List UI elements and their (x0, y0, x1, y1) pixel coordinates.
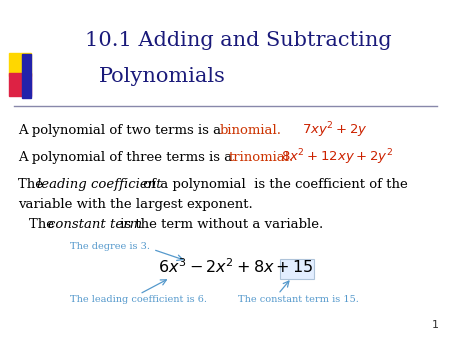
Text: $8x^2 + 12xy + 2y^2$: $8x^2 + 12xy + 2y^2$ (281, 147, 393, 167)
Text: The: The (29, 218, 58, 231)
Text: The constant term is 15.: The constant term is 15. (238, 295, 360, 304)
Bar (22, 54, 31, 98)
Text: 1: 1 (432, 319, 439, 330)
Text: A polynomial of three terms is a: A polynomial of three terms is a (18, 151, 237, 164)
Text: The: The (18, 178, 47, 191)
Text: Polynomials: Polynomials (99, 67, 225, 86)
Text: 10.1 Adding and Subtracting: 10.1 Adding and Subtracting (85, 31, 392, 50)
Text: The degree is 3.: The degree is 3. (70, 242, 150, 251)
Text: binomial.: binomial. (220, 124, 282, 137)
Text: of a polynomial  is the coefficient of the: of a polynomial is the coefficient of th… (139, 178, 407, 191)
Bar (280, 259, 314, 279)
Text: constant term: constant term (48, 218, 142, 231)
Text: variable with the largest exponent.: variable with the largest exponent. (18, 198, 253, 211)
Text: $6x^3 - 2x^2 + 8x + 15$: $6x^3 - 2x^2 + 8x + 15$ (158, 258, 313, 277)
Text: trinomial.: trinomial. (229, 151, 294, 164)
Bar (9, 73, 31, 96)
Text: leading coefficient: leading coefficient (37, 178, 162, 191)
Text: The leading coefficient is 6.: The leading coefficient is 6. (70, 295, 207, 304)
Bar (9, 53, 31, 76)
Text: $7xy^2 + 2y$: $7xy^2 + 2y$ (302, 120, 367, 140)
Text: A polynomial of two terms is a: A polynomial of two terms is a (18, 124, 225, 137)
Text: is the term without a variable.: is the term without a variable. (116, 218, 324, 231)
